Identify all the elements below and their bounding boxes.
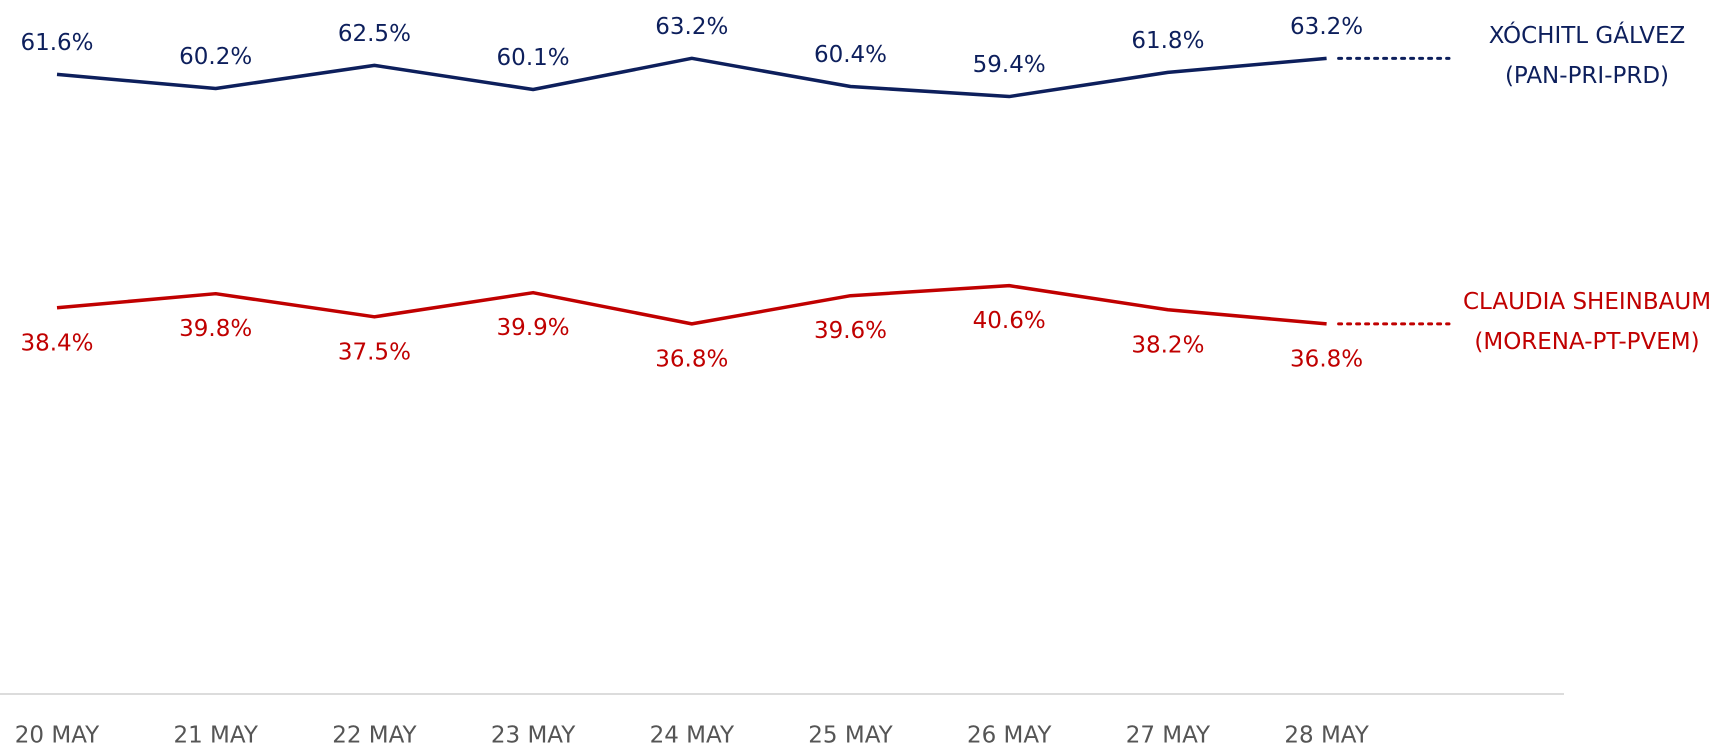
line: [56, 283, 1327, 326]
x-tick-label: 22 MAY: [332, 723, 417, 749]
data-label: 37.5%: [338, 339, 411, 365]
data-label: 38.4%: [20, 330, 93, 356]
data-label: 36.8%: [1290, 346, 1363, 372]
data-label: 60.4%: [814, 42, 887, 68]
data-label: 40.6%: [973, 308, 1046, 334]
data-label: 62.5%: [338, 21, 411, 47]
x-tick-label: 27 MAY: [1126, 723, 1211, 749]
data-label: 61.6%: [20, 30, 93, 56]
data-label: 39.8%: [179, 316, 252, 342]
legend-label: CLAUDIA SHEINBAUM (MORENA-PT-PVEM): [1462, 288, 1712, 355]
data-label: 61.8%: [1131, 28, 1204, 54]
data-label: 36.8%: [655, 346, 728, 372]
data-label: 59.4%: [973, 52, 1046, 78]
line: [56, 56, 1327, 99]
x-tick-label: 21 MAY: [173, 723, 258, 749]
x-tick-label: 20 MAY: [15, 723, 100, 749]
x-tick-label: 28 MAY: [1284, 723, 1369, 749]
data-label: 60.2%: [179, 44, 252, 70]
x-tick-label: 23 MAY: [491, 723, 576, 749]
data-label: 39.9%: [497, 315, 570, 341]
x-tick-label: 26 MAY: [967, 723, 1052, 749]
data-label: 63.2%: [1290, 14, 1363, 40]
legend-label: XÓCHITL GÁLVEZ (PAN-PRI-PRD): [1488, 23, 1686, 90]
data-label: 38.2%: [1131, 332, 1204, 358]
data-label: 39.6%: [814, 318, 887, 344]
x-tick-label: 24 MAY: [650, 723, 735, 749]
data-label: 63.2%: [655, 14, 728, 40]
data-label: 60.1%: [497, 45, 570, 71]
x-tick-label: 25 MAY: [808, 723, 893, 749]
